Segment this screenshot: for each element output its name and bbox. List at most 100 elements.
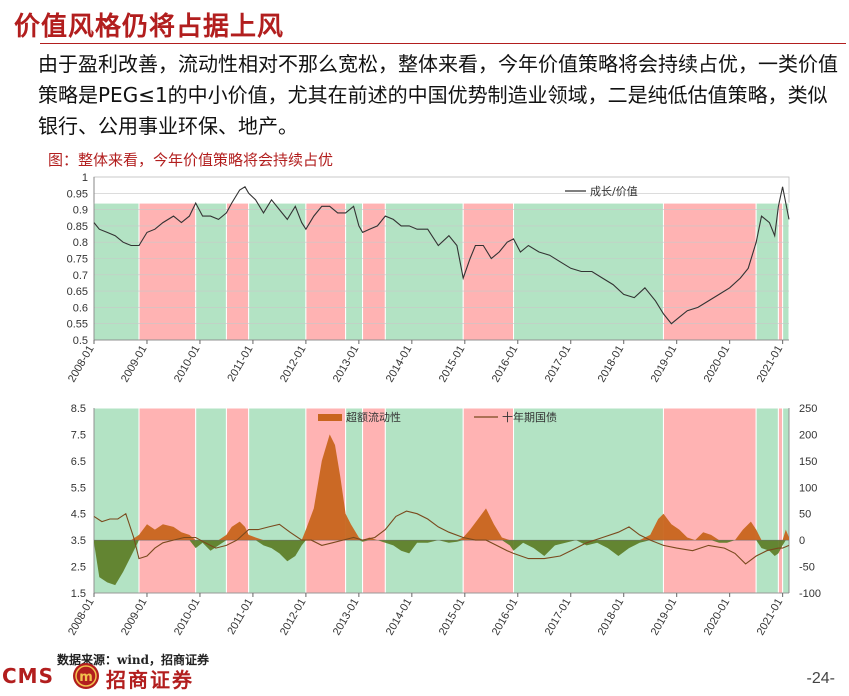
y-tick-label: 0.55 [67, 319, 88, 331]
y-right-tick-label: 0 [799, 535, 805, 547]
growth-value-line [93, 186, 790, 325]
y-tick-label: 0.9 [73, 205, 88, 217]
page-number: -24- [806, 670, 835, 687]
legend-label-liquidity: 超额流动性 [346, 410, 401, 424]
regime-band [138, 202, 197, 341]
x-tick-label: 2021-01 [755, 597, 786, 638]
x-tick-label: 2011-01 [225, 344, 255, 384]
y-tick-label: 0.8 [73, 237, 88, 249]
x-tick-label: 2013-01 [331, 344, 362, 385]
excess-liquidity-area-positive [94, 434, 789, 541]
y-right-tick-label: -100 [799, 588, 821, 600]
y-tick-label: 0.85 [67, 221, 88, 233]
x-tick-label: 2021-01 [755, 344, 786, 385]
regime-band [345, 407, 364, 594]
regime-band [462, 407, 515, 594]
regime-band [138, 407, 197, 594]
regime-band [462, 202, 515, 341]
data-source: 数据来源：wind，招商证券 [57, 653, 210, 667]
y-left-tick-label: 3.5 [71, 535, 86, 547]
x-tick-label: 2009-01 [119, 597, 150, 638]
logo-cms-text: CMS [2, 664, 54, 688]
regime-band [384, 202, 464, 341]
liquidity-bond-chart: 1.5 2.5 3.5 4.5 5.5 6.5 7.5 8.5 -100 -50 0 50 100 150… [66, 403, 821, 637]
x-tick-label: 2014-01 [384, 597, 415, 638]
y-left-tick-label: 4.5 [71, 509, 86, 521]
x-tick-label: 2011-01 [225, 597, 255, 637]
logo-seal-icon: m [73, 663, 99, 689]
x-tick-label: 2020-01 [702, 597, 733, 638]
regime-band [777, 202, 784, 341]
y-left-tick-label: 8.5 [71, 403, 86, 415]
regime-band [195, 407, 227, 594]
x-tick-label: 2018-01 [596, 597, 627, 638]
x-tick-label: 2012-01 [278, 344, 309, 385]
figure-caption: 图：整体来看，今年价值策略将会持续占优 [48, 151, 334, 169]
regime-band [777, 407, 784, 594]
y-tick-label: 0.6 [73, 302, 88, 314]
y-left-tick-label: 5.5 [71, 482, 86, 494]
x-tick-label: 2019-01 [649, 597, 680, 638]
regime-band [93, 202, 140, 341]
x-tick-label: 2010-01 [172, 344, 203, 385]
regime-band [345, 202, 364, 341]
regime-band [225, 202, 250, 341]
legend-label: 成长/价值 [590, 185, 638, 198]
x-tick-label: 2018-01 [596, 344, 627, 385]
y-right-tick-label: 250 [799, 403, 817, 415]
company-logo: CMS m 招商证券 [2, 662, 242, 696]
regime-band [248, 407, 307, 594]
y-left-tick-label: 6.5 [71, 456, 86, 468]
y-tick-label: 0.7 [73, 270, 88, 282]
logo-cn-text: 招商证券 [106, 668, 194, 692]
y-right-tick-label: 150 [799, 456, 817, 468]
regime-band [755, 407, 779, 594]
legend-area-swatch [318, 414, 342, 421]
logo-seal-letter: m [79, 670, 93, 685]
x-tick-label: 2013-01 [331, 597, 362, 638]
legend-label-bond: 十年期国债 [502, 410, 557, 424]
x-tick-label: 2019-01 [649, 344, 680, 385]
x-tick-label: 2008-01 [66, 344, 97, 385]
regime-band [195, 202, 227, 341]
regime-band [513, 407, 664, 594]
regime-band [662, 407, 757, 594]
y-tick-label: 0.75 [67, 254, 88, 266]
regime-band [305, 202, 347, 341]
y-right-tick-label: 50 [799, 509, 811, 521]
slide-title: 价值风格仍将占据上风 [14, 12, 285, 42]
slide-body-text: 由于盈利改善，流动性相对不那么宽松，整体来看，今年价值策略将会持续占优，一类价值… [38, 52, 838, 138]
y-tick-label: 1 [82, 172, 88, 184]
regime-band [384, 407, 464, 594]
y-left-tick-label: 7.5 [71, 429, 86, 441]
x-tick-label: 2017-01 [543, 597, 574, 638]
y-tick-label: 0.95 [67, 188, 88, 200]
regime-band [782, 407, 790, 594]
growth-value-chart: 0.5 0.55 0.6 0.65 0.7 0.75 0.8 0.85 0.9 0.95 1 成长/价… [66, 172, 790, 385]
x-tick-label: 2010-01 [172, 597, 203, 638]
title-divider [40, 43, 846, 44]
y-tick-label: 0.5 [73, 335, 88, 347]
regime-band [782, 202, 790, 341]
regime-band [225, 407, 250, 594]
x-tick-label: 2020-01 [702, 344, 733, 385]
regime-band [362, 407, 386, 594]
x-tick-label: 2015-01 [437, 344, 468, 385]
y-right-tick-label: 100 [799, 482, 817, 494]
x-tick-label: 2014-01 [384, 344, 415, 385]
y-left-tick-label: 1.5 [71, 588, 86, 600]
regime-band [248, 202, 307, 341]
x-tick-label: 2015-01 [437, 597, 468, 638]
x-tick-label: 2008-01 [66, 597, 97, 638]
excess-liquidity-area-negative [94, 540, 789, 586]
y-right-tick-label: -50 [799, 562, 815, 574]
x-tick-label: 2016-01 [490, 597, 521, 638]
y-tick-label: 0.65 [67, 286, 88, 298]
x-tick-label: 2016-01 [490, 344, 521, 385]
x-tick-label: 2009-01 [119, 344, 150, 385]
bond-yield-line [93, 510, 790, 565]
x-tick-label: 2017-01 [543, 344, 574, 385]
x-tick-label: 2012-01 [278, 597, 309, 638]
y-left-tick-label: 2.5 [71, 562, 86, 574]
